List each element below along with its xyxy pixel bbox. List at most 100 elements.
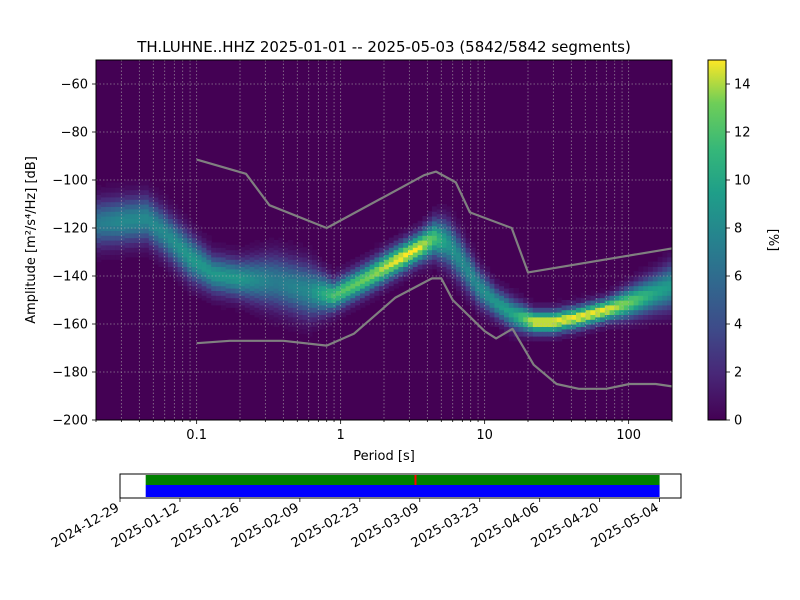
heatmap-cell bbox=[220, 280, 227, 287]
heatmap-cell bbox=[182, 232, 188, 239]
heatmap-cell bbox=[609, 300, 615, 306]
heatmap-cell bbox=[96, 208, 102, 215]
y-tick-label: −140 bbox=[52, 270, 88, 285]
heatmap-cell bbox=[254, 278, 260, 284]
heatmap-cell bbox=[369, 259, 375, 265]
heatmap-cell bbox=[484, 304, 491, 311]
grid-lines bbox=[96, 60, 672, 420]
heatmap-cell bbox=[451, 211, 457, 217]
heatmap-cell bbox=[144, 223, 150, 229]
heatmap-cell bbox=[134, 208, 140, 215]
heatmap-cell bbox=[523, 312, 529, 318]
heatmap-cell bbox=[110, 196, 116, 203]
heatmap-cell bbox=[259, 261, 265, 267]
heatmap-cell bbox=[220, 247, 227, 253]
heatmap-cell bbox=[561, 319, 567, 325]
heatmap-cell bbox=[379, 280, 385, 287]
heatmap-cell bbox=[196, 278, 203, 284]
heatmap-cell bbox=[369, 297, 375, 303]
heatmap-cell bbox=[331, 288, 337, 294]
heatmap-cell bbox=[398, 252, 404, 258]
heatmap-cell bbox=[321, 309, 327, 315]
heatmap-cell bbox=[633, 304, 639, 311]
heatmap-cell bbox=[288, 268, 294, 275]
heatmap-cell bbox=[172, 261, 179, 267]
heatmap-cell bbox=[110, 254, 116, 260]
heatmap-cell bbox=[129, 218, 135, 224]
heatmap-cell bbox=[523, 302, 529, 308]
heatmap-cell bbox=[470, 300, 476, 306]
heatmap-cell bbox=[292, 244, 299, 251]
heatmap-cell bbox=[643, 280, 649, 287]
heatmap-cell bbox=[153, 192, 159, 198]
heatmap-cell bbox=[460, 261, 467, 267]
heatmap-cell bbox=[148, 230, 155, 236]
heatmap-cell bbox=[139, 252, 145, 258]
heatmap-cell bbox=[604, 290, 611, 296]
heatmap-cell bbox=[432, 235, 438, 241]
heatmap-cell bbox=[240, 276, 246, 282]
heatmap-cell bbox=[326, 297, 332, 303]
heatmap-cell bbox=[139, 184, 145, 191]
heatmap-cell bbox=[259, 295, 265, 301]
heatmap-cell bbox=[561, 300, 567, 306]
heatmap-cell bbox=[504, 316, 510, 323]
heatmap-cell bbox=[177, 256, 183, 263]
heatmap-cell bbox=[345, 304, 351, 311]
heatmap-cell bbox=[115, 201, 121, 207]
heatmap-cell bbox=[105, 216, 111, 222]
heatmap-cell bbox=[350, 297, 356, 303]
heatmap-cell bbox=[628, 300, 635, 306]
heatmap-cell bbox=[566, 328, 572, 335]
heatmap-cell bbox=[465, 285, 471, 291]
heatmap-cell bbox=[254, 254, 260, 260]
heatmap-cell bbox=[633, 295, 639, 301]
heatmap-cell bbox=[307, 307, 313, 313]
heatmap-cell bbox=[494, 307, 500, 313]
colorbar-tick-label: 2 bbox=[734, 366, 742, 381]
heatmap-cell bbox=[364, 252, 371, 258]
heatmap-cell bbox=[158, 189, 164, 195]
heatmap-cell bbox=[369, 283, 375, 289]
heatmap-cell bbox=[340, 264, 347, 270]
heatmap-cell bbox=[235, 283, 241, 289]
heatmap-cell bbox=[196, 230, 203, 236]
heatmap-cell bbox=[134, 189, 140, 195]
heatmap-cell bbox=[528, 326, 534, 332]
heatmap-cell bbox=[307, 316, 313, 323]
heatmap-cell bbox=[312, 264, 318, 270]
heatmap-cell bbox=[484, 271, 491, 277]
heatmap-cell bbox=[340, 278, 347, 284]
heatmap-cell bbox=[556, 312, 563, 318]
heatmap-cell bbox=[196, 254, 203, 260]
heatmap-cell bbox=[259, 247, 265, 253]
heatmap-cell bbox=[201, 252, 207, 258]
heatmap-cell bbox=[336, 309, 342, 315]
heatmap-cell bbox=[398, 271, 404, 277]
heatmap-cell bbox=[216, 271, 222, 277]
heatmap-cell bbox=[427, 230, 433, 236]
date-tick-label: 2025-05-04 bbox=[589, 500, 662, 551]
heatmap-cell bbox=[206, 278, 212, 284]
heatmap-cell bbox=[288, 297, 294, 303]
heatmap-cell bbox=[408, 225, 414, 231]
heatmap-cell bbox=[662, 256, 668, 263]
heatmap-cell bbox=[657, 280, 663, 287]
heatmap-cell bbox=[326, 292, 332, 299]
heatmap-cell bbox=[489, 278, 495, 284]
heatmap-cell bbox=[168, 204, 174, 210]
heatmap-cell bbox=[537, 307, 543, 313]
heatmap-cell bbox=[340, 292, 347, 299]
heatmap-cell bbox=[633, 271, 639, 277]
heatmap-cell bbox=[657, 271, 663, 277]
heatmap-cell bbox=[196, 235, 203, 241]
heatmap-cell bbox=[312, 259, 318, 265]
heatmap-cell bbox=[360, 292, 366, 299]
heatmap-cell bbox=[393, 254, 399, 260]
heatmap-cell bbox=[345, 300, 351, 306]
heatmap-cell bbox=[201, 290, 207, 296]
heatmap-cell bbox=[417, 225, 423, 231]
heatmap-cell bbox=[278, 304, 284, 311]
heatmap-cell bbox=[273, 240, 279, 246]
heatmap-cell bbox=[384, 249, 390, 255]
